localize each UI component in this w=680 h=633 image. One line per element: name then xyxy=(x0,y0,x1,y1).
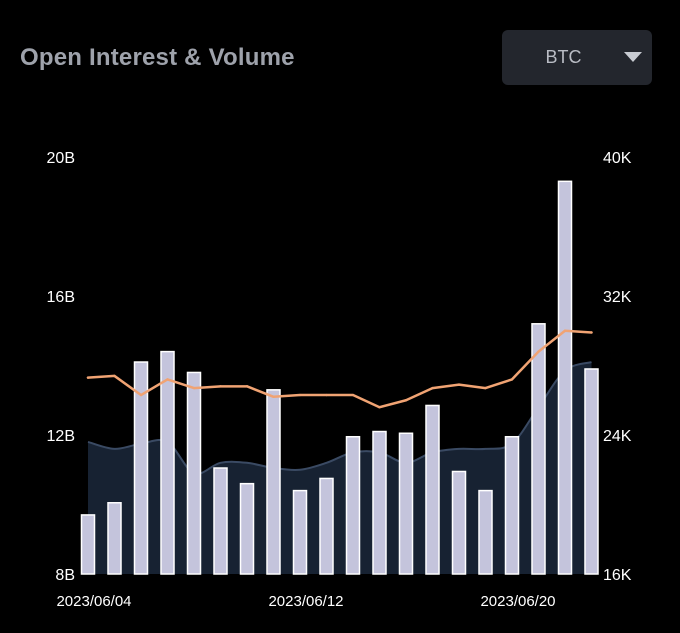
left-axis-tick-label: 12B xyxy=(47,428,75,445)
line-point xyxy=(272,395,275,398)
line-point xyxy=(510,378,514,381)
bar[interactable] xyxy=(451,470,467,575)
bar[interactable] xyxy=(133,361,149,575)
line-point xyxy=(298,393,302,397)
coin-selector-value: BTC xyxy=(545,47,582,67)
bar[interactable] xyxy=(398,432,414,575)
x-axis: 2023/06/04 2023/06/12 2023/06/20 xyxy=(56,593,555,610)
left-axis-tick-label: 16B xyxy=(47,289,75,306)
bar[interactable] xyxy=(504,435,520,575)
chart-title: Open Interest & Volume xyxy=(20,44,295,71)
right-axis-tick-label: 24K xyxy=(603,428,632,445)
right-axis-tick-label: 32K xyxy=(603,289,632,306)
bar[interactable] xyxy=(425,404,440,575)
bar[interactable] xyxy=(160,350,175,575)
line-point xyxy=(219,385,222,388)
bar[interactable] xyxy=(266,389,281,575)
bar[interactable] xyxy=(372,430,387,575)
line-point xyxy=(192,386,196,390)
line-point xyxy=(139,393,143,397)
x-axis-tick-label: 2023/06/12 xyxy=(268,593,343,610)
line-point xyxy=(325,393,328,397)
right-axis: 16K 24K 32K 40K xyxy=(603,150,632,584)
bar[interactable] xyxy=(107,502,122,575)
coin-selector[interactable]: BTC xyxy=(502,30,652,85)
caret-down-icon[interactable] xyxy=(624,52,642,62)
bar[interactable] xyxy=(292,489,308,575)
line-point xyxy=(245,385,249,388)
line-point xyxy=(351,393,355,397)
left-axis-tick-label: 20B xyxy=(47,150,75,167)
x-axis-tick-label: 2023/06/04 xyxy=(56,593,131,610)
line-point xyxy=(484,386,487,390)
bar[interactable] xyxy=(319,477,334,575)
bar[interactable] xyxy=(239,482,255,575)
bar[interactable] xyxy=(213,467,228,575)
line-point xyxy=(113,374,116,378)
left-axis: 8B 12B 16B 20B xyxy=(47,150,75,584)
right-axis-tick-label: 40K xyxy=(603,150,632,167)
line-point xyxy=(457,383,461,386)
bar[interactable] xyxy=(186,371,202,575)
bar[interactable] xyxy=(584,368,599,575)
bar[interactable] xyxy=(478,489,493,575)
line-point xyxy=(590,331,593,334)
bar-series xyxy=(80,180,599,575)
line-point xyxy=(86,376,90,379)
line-point xyxy=(378,406,381,409)
right-axis-tick-label: 16K xyxy=(603,567,632,584)
line-series xyxy=(86,329,593,409)
x-axis-tick-label: 2023/06/20 xyxy=(480,593,555,610)
left-axis-tick-label: 8B xyxy=(55,567,75,584)
line-point xyxy=(166,378,169,381)
line-point xyxy=(537,350,540,353)
bar[interactable] xyxy=(80,514,96,575)
line-point xyxy=(431,386,434,390)
line-point xyxy=(563,329,567,332)
bar[interactable] xyxy=(531,323,546,575)
bar[interactable] xyxy=(557,180,573,575)
bar[interactable] xyxy=(345,435,361,575)
line-series-path xyxy=(86,329,593,409)
line-point xyxy=(404,399,408,402)
